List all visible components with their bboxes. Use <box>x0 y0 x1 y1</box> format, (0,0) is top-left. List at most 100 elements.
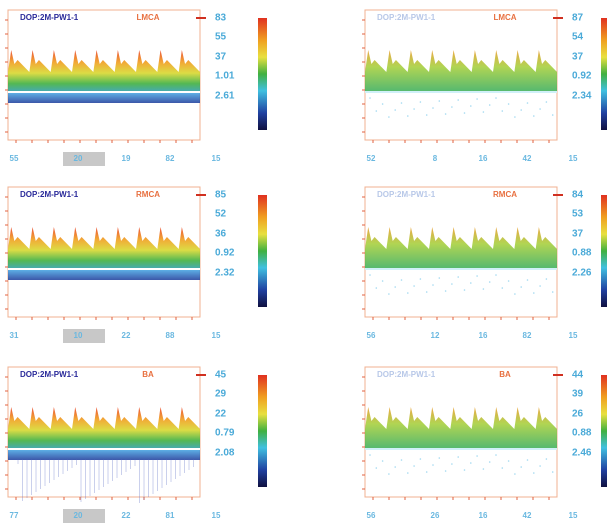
noise <box>407 472 409 474</box>
noise <box>502 287 504 289</box>
metric-value: 55 <box>215 32 227 43</box>
noise <box>382 280 384 282</box>
metric-value: 84 <box>572 190 584 201</box>
vessel-name: RMCA <box>136 190 160 199</box>
vessel-name: RMCA <box>493 190 517 199</box>
footer-value: 81 <box>166 511 175 520</box>
noise <box>476 455 478 457</box>
noise <box>407 115 409 117</box>
footer-value: 8 <box>433 154 438 163</box>
noise <box>483 288 485 290</box>
selected-cell <box>63 152 105 166</box>
noise <box>451 106 453 108</box>
noise <box>376 110 378 112</box>
noise <box>527 102 529 104</box>
reverse-flow <box>8 270 200 280</box>
noise <box>369 97 371 99</box>
footer-value: 15 <box>212 154 221 163</box>
noise <box>451 463 453 465</box>
footer-value: 56 <box>367 511 376 520</box>
selected-cell <box>63 329 105 343</box>
noise <box>388 473 390 475</box>
probe-label: DOP:2M-PW1-1 <box>20 13 79 22</box>
footer-value: 16 <box>479 154 488 163</box>
noise <box>495 454 497 456</box>
noise <box>401 459 403 461</box>
color-scale <box>258 195 267 307</box>
footer-value: 15 <box>212 331 221 340</box>
noise <box>502 467 504 469</box>
noise <box>508 280 510 282</box>
color-scale <box>258 375 267 487</box>
footer-value: 15 <box>569 154 578 163</box>
noise <box>457 276 459 278</box>
noise <box>533 115 535 117</box>
noise <box>420 458 422 460</box>
metric-value: 29 <box>215 389 227 400</box>
noise <box>533 292 535 294</box>
footer-value: 82 <box>166 154 175 163</box>
noise <box>489 104 491 106</box>
noise <box>533 472 535 474</box>
noise <box>457 99 459 101</box>
noise <box>476 275 478 277</box>
noise <box>445 113 447 115</box>
noise <box>495 274 497 276</box>
noise <box>489 281 491 283</box>
noise <box>413 108 415 110</box>
metric-value: 36 <box>215 229 227 240</box>
noise <box>451 283 453 285</box>
noise <box>388 116 390 118</box>
noise <box>495 97 497 99</box>
metric-value: 45 <box>215 370 227 381</box>
footer-value: 88 <box>166 331 175 340</box>
noise <box>464 469 466 471</box>
noise <box>432 464 434 466</box>
noise <box>426 114 428 116</box>
footer-value: 52 <box>367 154 376 163</box>
noise <box>376 287 378 289</box>
metric-value: 87 <box>572 13 584 24</box>
screenshot: DOP:2M-PW1-1LMCA8355371.012.615520198215… <box>0 0 607 523</box>
metric-value: 39 <box>572 389 584 400</box>
noise <box>420 101 422 103</box>
metric-value: 54 <box>572 32 584 43</box>
color-scale <box>601 375 607 487</box>
metric-value: 2.08 <box>215 448 235 459</box>
footer-value: 31 <box>10 331 19 340</box>
probe-label: DOP:2M-PW1-1 <box>20 190 79 199</box>
noise <box>483 111 485 113</box>
noise <box>376 467 378 469</box>
noise <box>413 285 415 287</box>
footer-value: 19 <box>122 154 131 163</box>
metric-value: 22 <box>215 409 227 420</box>
footer-value: 15 <box>212 511 221 520</box>
noise <box>445 290 447 292</box>
noise <box>552 471 554 473</box>
noise <box>546 458 548 460</box>
color-scale <box>601 195 607 307</box>
color-scale <box>258 18 267 130</box>
footer-value: 56 <box>367 331 376 340</box>
noise <box>508 460 510 462</box>
metric-value: 85 <box>215 190 227 201</box>
metric-value: 0.88 <box>572 428 592 439</box>
metric-value: 2.32 <box>215 268 235 279</box>
metric-value: 2.61 <box>215 91 235 102</box>
noise <box>470 105 472 107</box>
probe-label: DOP:2M-PW1-1 <box>377 13 436 22</box>
vessel-name: BA <box>142 370 154 379</box>
reverse-flow <box>8 93 200 103</box>
vessel-name: BA <box>499 370 511 379</box>
footer-value: 22 <box>122 331 131 340</box>
color-scale <box>601 18 607 130</box>
noise <box>388 293 390 295</box>
metric-value: 83 <box>215 13 227 24</box>
noise <box>432 107 434 109</box>
metric-value: 2.46 <box>572 448 592 459</box>
noise <box>369 454 371 456</box>
noise <box>546 278 548 280</box>
